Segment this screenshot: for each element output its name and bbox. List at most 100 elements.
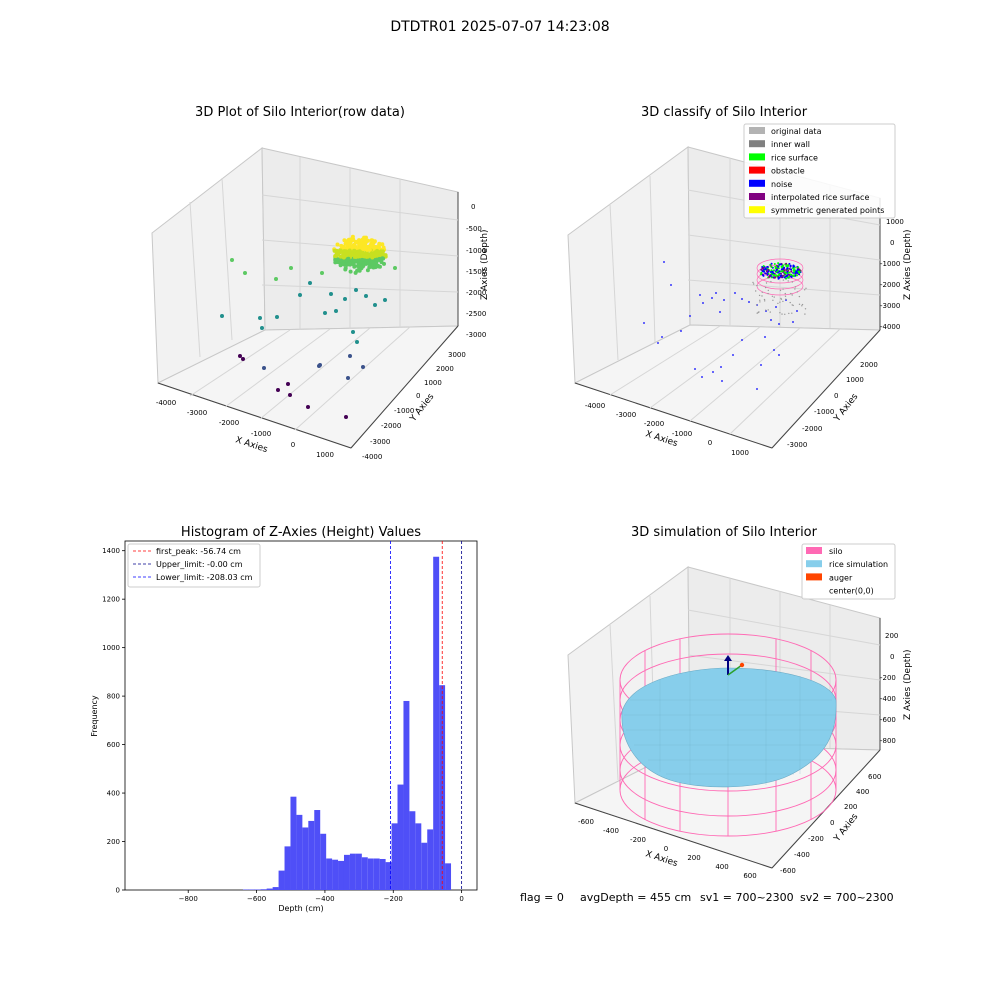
legend-swatch — [749, 193, 765, 200]
histogram-x-ticks: −800 −600 −400 −200 0 — [179, 890, 464, 903]
y-tick-label: -400 — [794, 851, 810, 859]
data-point — [352, 248, 357, 253]
noise-point — [764, 336, 766, 338]
original-point — [788, 312, 790, 315]
z-tick-label: -4000 — [880, 323, 900, 331]
original-point — [794, 286, 797, 288]
data-point — [362, 261, 367, 266]
noise-point — [723, 299, 725, 301]
z-tick-label: 0 — [890, 239, 894, 247]
histogram-bar — [445, 863, 452, 890]
classified-point-cloud — [643, 258, 807, 390]
classified-point — [764, 272, 767, 275]
noise-point — [775, 306, 777, 308]
classified-point — [796, 272, 799, 274]
data-point — [367, 265, 372, 270]
histogram-bar — [391, 823, 398, 890]
histogram-bar — [296, 814, 303, 890]
classified-point — [774, 276, 777, 279]
classified-point — [779, 275, 782, 277]
panel-raw-3d: 3D Plot of Silo Interior(row data) -4000… — [151, 105, 490, 461]
original-point — [791, 294, 793, 296]
panel-classify-ticks-x: -4000 -3000 -2000 -1000 0 1000 — [585, 402, 749, 457]
noise-point — [680, 330, 682, 332]
z-tick-label: -800 — [880, 737, 896, 745]
classified-point — [786, 267, 789, 270]
classified-point — [778, 276, 781, 279]
histogram-title: Histogram of Z-Axies (Height) Values — [181, 525, 421, 540]
histogram-bar — [320, 833, 327, 890]
classified-point — [783, 266, 785, 269]
histogram-bar — [326, 858, 333, 890]
data-point — [380, 256, 385, 261]
original-point — [771, 295, 774, 297]
data-point — [393, 266, 397, 270]
original-point — [789, 301, 791, 304]
classified-point — [762, 265, 765, 267]
x-tick-label: 0 — [459, 895, 463, 903]
data-point — [378, 264, 382, 269]
histogram-bar — [284, 846, 291, 891]
classified-point — [792, 269, 795, 272]
z-tick-label: 1000 — [886, 218, 904, 226]
original-point — [765, 282, 768, 284]
noise-point — [719, 311, 721, 313]
original-point — [772, 299, 774, 301]
legend-items: first_peak: -56.74 cm Upper_limit: -0.00 … — [133, 547, 253, 582]
original-point — [761, 295, 763, 297]
noise-point — [773, 349, 775, 351]
data-point — [374, 263, 379, 268]
original-point — [773, 296, 775, 298]
histogram-bar — [421, 842, 428, 890]
panel-classify-ticks-z: 1000 0 -1000 -2000 -3000 -4000 — [880, 218, 904, 331]
noise-point — [778, 354, 780, 356]
noise-point — [721, 380, 723, 382]
original-point — [761, 291, 763, 293]
legend-label: symmetric generated points — [771, 206, 884, 215]
histogram-bar — [332, 859, 339, 890]
rice-simulation-surface — [621, 667, 837, 788]
y-tick-label: 600 — [868, 773, 881, 781]
z-tick-label: 200 — [885, 632, 898, 640]
data-point — [230, 258, 234, 262]
data-point — [220, 314, 224, 318]
noise-point — [702, 302, 704, 304]
z-tick-label: -1000 — [466, 247, 486, 255]
z-axis-label: Z Axies (Depth) — [903, 229, 913, 300]
classified-point — [765, 270, 768, 273]
data-point — [343, 249, 348, 254]
y-tick-label: 600 — [107, 741, 120, 749]
noise-point — [734, 292, 736, 294]
data-point — [352, 258, 357, 263]
x-tick-label: 0 — [664, 845, 668, 853]
classified-point — [770, 262, 773, 265]
classified-point — [781, 270, 784, 272]
data-point — [333, 254, 338, 258]
original-point — [784, 292, 786, 295]
rice-surface-body — [621, 667, 837, 788]
original-point — [764, 286, 767, 289]
z-tick-label: -200 — [880, 674, 896, 682]
original-point — [784, 313, 786, 315]
data-point — [338, 254, 343, 259]
data-point — [332, 248, 337, 253]
classified-point — [768, 275, 771, 278]
y-tick-label: -1000 — [814, 408, 834, 416]
x-tick-label: 1000 — [316, 451, 334, 459]
y-tick-label: -200 — [808, 835, 824, 843]
data-point — [361, 246, 366, 251]
data-point — [347, 242, 352, 247]
original-point — [756, 284, 758, 287]
data-point — [275, 315, 279, 319]
classified-point — [769, 263, 772, 266]
original-point — [785, 298, 787, 300]
status-avg-depth: avgDepth = 455 cm — [580, 891, 691, 904]
auger-point — [739, 662, 745, 668]
noise-point — [760, 364, 762, 366]
classified-point — [796, 268, 799, 271]
noise-point — [699, 294, 701, 296]
original-point — [798, 303, 801, 305]
data-point — [360, 237, 365, 242]
original-point — [755, 304, 758, 306]
noise-point — [670, 284, 672, 286]
